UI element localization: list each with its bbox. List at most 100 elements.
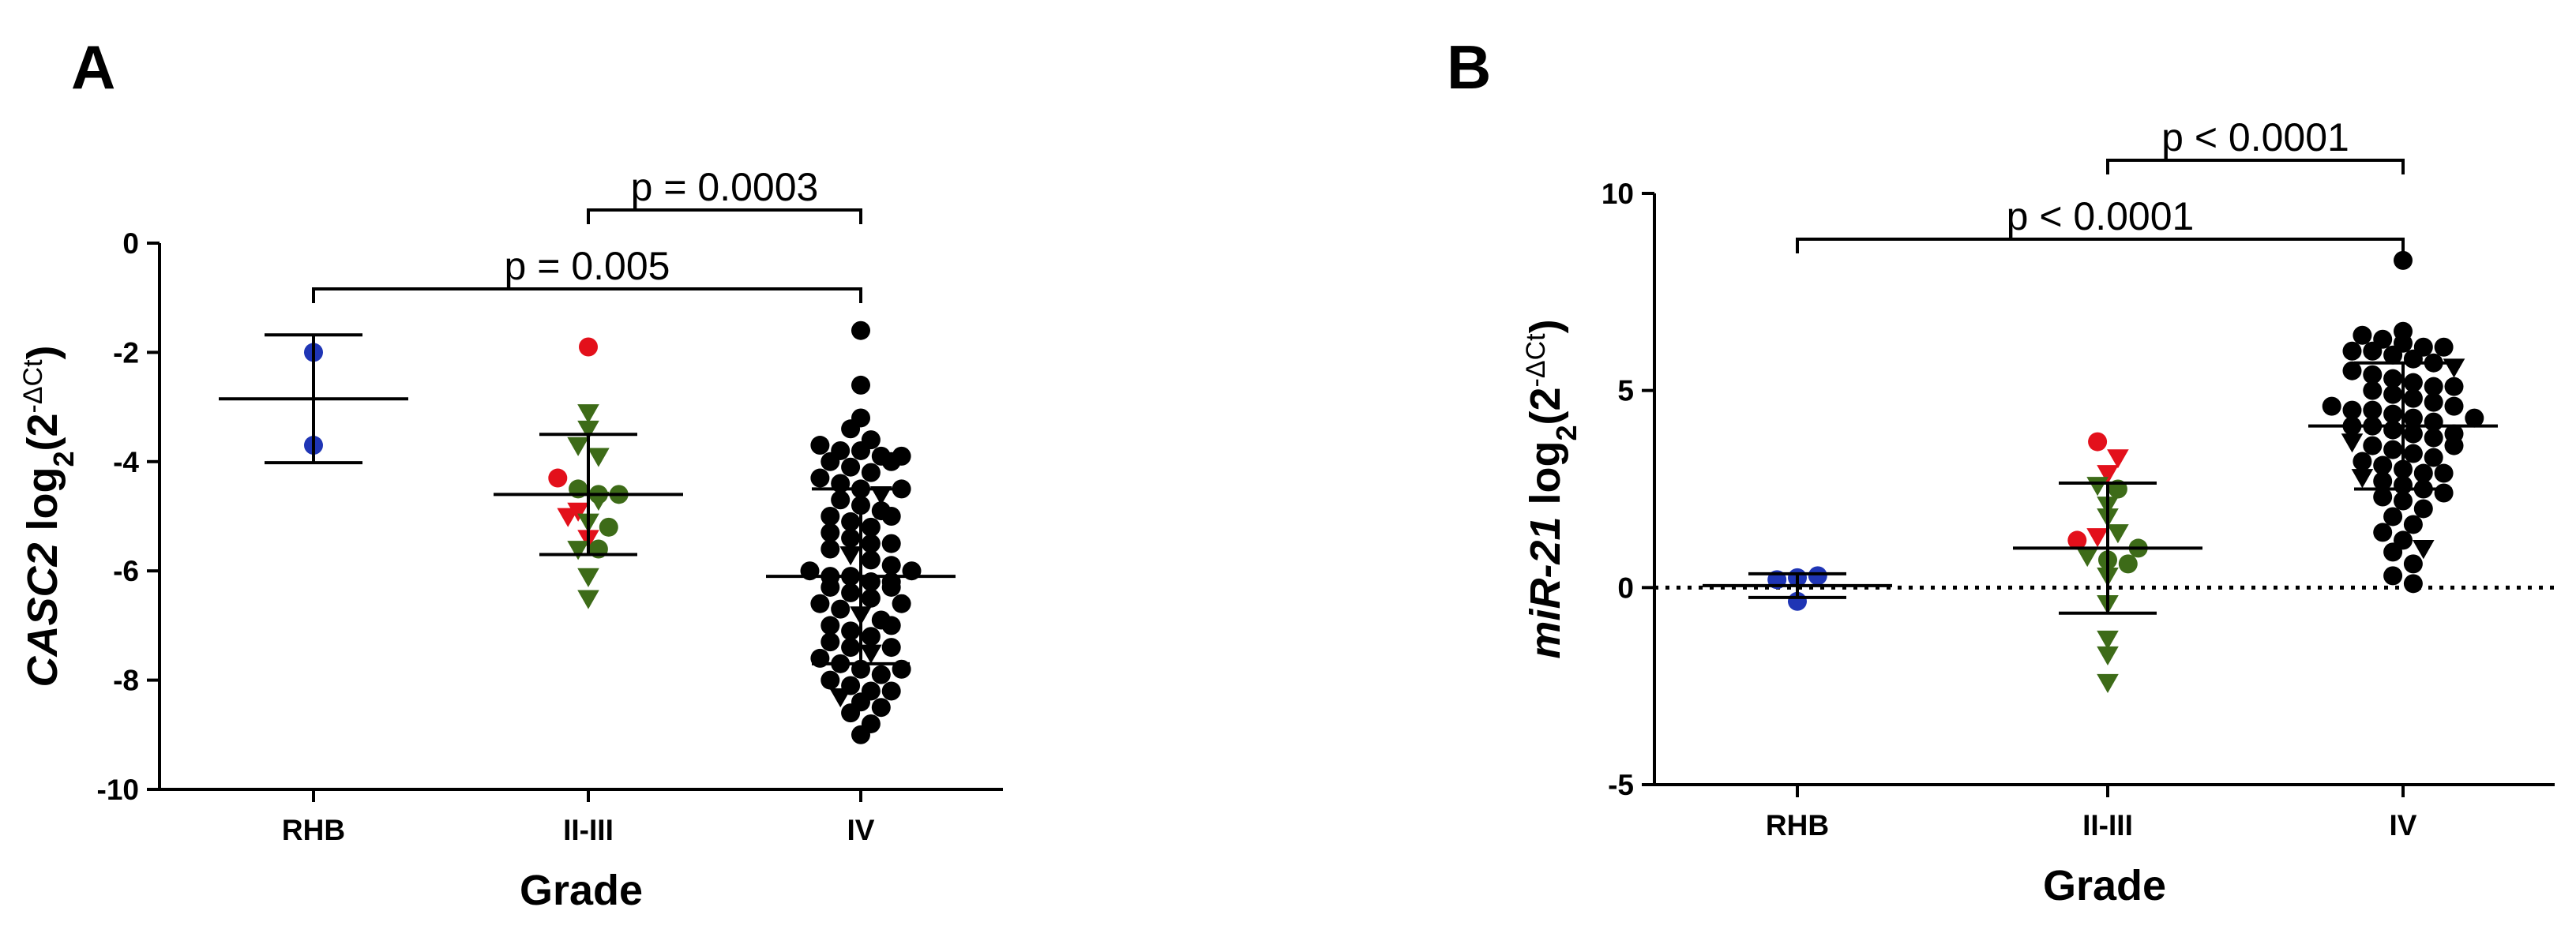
data-point [567, 502, 589, 522]
data-point [881, 556, 901, 575]
data-point [577, 568, 599, 587]
data-point [851, 725, 870, 744]
data-point [2363, 341, 2383, 361]
data-point [871, 665, 891, 684]
data-point [881, 638, 901, 658]
p-value-label: p = 0.005 [505, 244, 670, 288]
data-point [2383, 345, 2403, 365]
data-point [861, 627, 881, 647]
data-point [2088, 432, 2108, 452]
data-point [2363, 436, 2383, 455]
significance-bracket [312, 287, 862, 303]
data-point [2353, 325, 2372, 345]
y-label-sup: -ΔCt [18, 359, 48, 414]
data-point [820, 523, 840, 542]
x-tick-label: II-III [563, 814, 614, 846]
x-tick-label: RHB [282, 814, 345, 846]
data-point [2383, 369, 2403, 388]
y-label-sub: 2 [1550, 425, 1583, 440]
data-point [2363, 380, 2383, 400]
data-point [881, 507, 901, 526]
data-point [820, 507, 840, 526]
data-point [2373, 523, 2393, 542]
data-point [2373, 471, 2393, 491]
data-point [841, 621, 861, 641]
data-point [2444, 436, 2464, 455]
data-point [820, 577, 840, 597]
data-point [2403, 349, 2423, 369]
data-point [577, 404, 599, 424]
data-point [841, 638, 861, 658]
data-point [2342, 400, 2362, 420]
data-point [2403, 574, 2423, 594]
data-point [2383, 384, 2403, 404]
data-point [2403, 388, 2423, 408]
data-point [2107, 449, 2129, 469]
data-point [567, 437, 589, 456]
data-point [2342, 361, 2362, 380]
data-point [588, 448, 610, 467]
data-point [2097, 646, 2119, 666]
x-tick-label: II-III [2082, 809, 2133, 841]
data-point [2424, 428, 2443, 448]
data-point [2363, 400, 2383, 420]
y-tick-label: -5 [1608, 769, 1634, 801]
data-point [820, 539, 840, 559]
data-point [881, 534, 901, 553]
data-point [2086, 528, 2108, 548]
data-point [2403, 424, 2423, 444]
data-point [577, 590, 599, 609]
data-point [820, 670, 840, 690]
data-point [2424, 448, 2443, 467]
data-point [577, 420, 599, 440]
data-point [2341, 433, 2364, 453]
x-tick-label: RHB [1766, 809, 1829, 841]
data-point [2097, 465, 2119, 485]
data-point [2373, 487, 2393, 507]
data-point [2086, 477, 2108, 497]
data-point [881, 681, 901, 701]
y-label-gene: miR-21 [1522, 517, 1569, 659]
significance-bracket [1796, 238, 2405, 253]
y-label-text: log [1522, 441, 1569, 517]
data-point [579, 337, 598, 357]
data-point [861, 588, 881, 608]
data-point [588, 491, 610, 512]
data-point [2403, 444, 2423, 463]
x-axis-label: Grade [2043, 862, 2166, 909]
data-point [2076, 548, 2098, 568]
data-point [2342, 341, 2362, 361]
data-point [2322, 396, 2341, 416]
data-point [2444, 377, 2464, 396]
y-label-mid: (2 [1522, 387, 1569, 425]
data-point [1808, 566, 1827, 586]
data-point [841, 457, 861, 477]
data-point [839, 546, 862, 566]
data-point [2403, 408, 2423, 428]
y-label-sub: 2 [47, 451, 80, 467]
y-label-text: log [19, 467, 66, 543]
y-tick-label: -6 [113, 555, 139, 587]
data-point [841, 583, 861, 602]
data-point [2403, 515, 2423, 534]
data-point [2424, 377, 2443, 396]
data-point [2394, 491, 2413, 511]
panel-label: B [1447, 32, 1491, 102]
data-point [599, 517, 618, 537]
data-point [2097, 673, 2119, 693]
y-axis-label: miR-21 log2(2-ΔCt) [1521, 319, 1583, 658]
data-point [881, 616, 901, 635]
data-point [881, 452, 901, 471]
y-tick-label: 0 [122, 227, 139, 260]
data-point [2403, 554, 2423, 574]
y-tick-label: -8 [113, 665, 139, 697]
data-point [2434, 337, 2454, 357]
p-value-label: p < 0.0001 [2161, 115, 2349, 159]
significance-bracket [2106, 159, 2405, 174]
panel-label: A [71, 32, 115, 102]
data-point [2383, 404, 2403, 424]
y-label-mid: (2 [19, 413, 66, 451]
y-label-sup: -ΔCt [1521, 333, 1551, 388]
data-point [810, 468, 830, 488]
data-point [2413, 463, 2433, 483]
